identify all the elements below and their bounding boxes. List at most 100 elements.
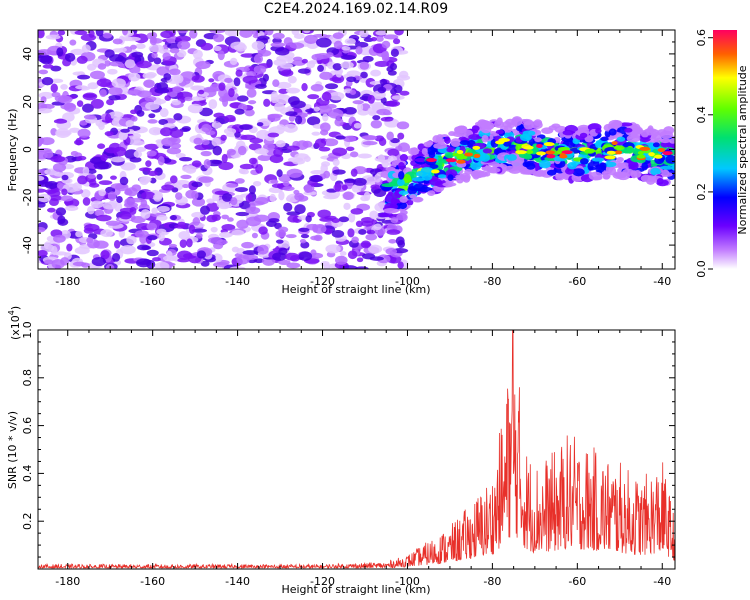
spectrogram-blob	[240, 134, 256, 141]
spectrogram-blob	[242, 254, 259, 260]
top-y-tick-label: 20	[21, 95, 34, 109]
spectrogram-blob	[57, 30, 66, 36]
spectrogram-blob	[427, 190, 436, 196]
spectrogram-blob	[372, 115, 381, 121]
spectrogram-blob	[80, 33, 97, 42]
spectrogram-blob	[246, 88, 257, 98]
spectrogram-blob	[38, 30, 45, 39]
spectrogram-blob	[446, 146, 455, 153]
spectrogram-blob	[79, 120, 88, 126]
spectrogram-blob	[82, 92, 98, 101]
spectrogram-blob	[181, 126, 191, 132]
bottom-x-axis-label: Height of straight line (km)	[281, 583, 430, 596]
spectrogram-blob	[413, 183, 425, 192]
spectrogram-peak	[606, 150, 616, 155]
spectrogram-blob	[286, 211, 301, 216]
spectrogram-blob	[299, 238, 307, 244]
spectrogram-blob	[211, 122, 223, 129]
spectrogram-blob	[410, 147, 419, 156]
spectrogram-blob	[51, 258, 65, 269]
spectrogram-blob	[464, 168, 473, 175]
spectrogram-blob	[285, 234, 297, 239]
spectrogram-blob	[346, 76, 357, 83]
spectrogram-blob	[129, 197, 145, 203]
spectrogram-blob	[659, 130, 674, 140]
spectrogram-blob	[38, 175, 45, 181]
spectrogram-peak	[546, 154, 556, 159]
spectrogram-blob	[80, 262, 90, 268]
spectrogram-blob	[61, 174, 69, 181]
spectrogram-blob	[95, 214, 112, 222]
chart-title: C2E4.2024.169.02.14.R09	[263, 1, 449, 17]
spectrogram-blob	[321, 161, 331, 167]
spectrogram-blob	[471, 125, 480, 132]
spectrogram-blob	[306, 60, 316, 69]
spectrogram-blob	[97, 143, 106, 149]
spectrogram-blob	[360, 103, 371, 111]
bot-y-tick-label: 0.8	[21, 369, 34, 387]
spectrogram-blob	[84, 223, 100, 232]
spectrogram-blob	[82, 166, 90, 175]
spectrogram-blob	[236, 95, 249, 102]
spectrogram-blob	[70, 48, 85, 56]
spectrogram-blob	[325, 244, 341, 254]
spectrogram-blob	[291, 30, 300, 36]
spectrogram-blob	[340, 61, 354, 69]
spectrogram-blob	[379, 212, 394, 218]
spectrogram-blob	[76, 100, 84, 107]
spectrogram-blob	[210, 226, 218, 233]
spectrogram-blob	[131, 51, 144, 58]
spectrogram-blob	[136, 109, 145, 117]
spectrogram-blob	[534, 137, 542, 143]
spectrogram-blob	[119, 212, 132, 220]
spectrogram-blob	[191, 228, 208, 233]
spectrogram-blob	[355, 220, 364, 228]
spectrogram-blob	[254, 196, 270, 205]
spectrogram-blob	[362, 141, 378, 146]
spectrogram-blob	[322, 113, 329, 122]
spectrogram-blob	[40, 243, 55, 253]
spectrogram-blob	[267, 132, 280, 138]
spectrogram-blob	[332, 63, 342, 71]
spectrogram-blob	[77, 175, 88, 185]
spectrogram-blob	[112, 38, 123, 45]
spectrogram-blob	[301, 58, 308, 64]
spectrogram-blob	[444, 136, 451, 145]
spectrogram-blob	[288, 114, 296, 122]
spectrogram-blob	[397, 178, 405, 187]
spectrogram-blob	[314, 138, 327, 148]
spectrogram-blob	[661, 169, 670, 176]
spectrogram-blob	[248, 185, 256, 195]
spectrogram-blob	[398, 202, 408, 210]
spectrogram-blob	[616, 157, 624, 163]
spectrogram-blob	[377, 154, 386, 162]
spectrogram-blob	[70, 151, 79, 157]
spectrogram-blob	[374, 173, 382, 183]
spectrogram-blob	[283, 202, 293, 212]
spectrogram-blob	[386, 131, 394, 141]
spectrogram-blob	[398, 170, 405, 180]
spectrogram-blob	[383, 207, 398, 214]
spectrogram-blob	[269, 193, 276, 203]
colorbar-tick-label: 0.6	[695, 29, 708, 47]
spectrogram-blob	[602, 174, 611, 180]
spectrogram-blob	[395, 236, 405, 246]
spectrogram-blob	[327, 108, 344, 119]
spectrogram-peak	[614, 150, 623, 155]
spectrogram-blob	[613, 145, 625, 151]
spectrogram-blob	[108, 61, 124, 67]
spectrogram-blob	[482, 148, 493, 154]
top-y-axis-label: Frequency (Hz)	[6, 109, 19, 192]
spectrogram-peak	[648, 152, 655, 157]
spectrogram-blob	[104, 131, 114, 137]
spectrogram-blob	[316, 105, 333, 115]
spectrogram-blob	[170, 215, 177, 221]
spectrogram-blob	[242, 75, 258, 84]
spectrogram-blob	[397, 142, 411, 153]
spectrogram-blob	[47, 207, 56, 213]
spectrogram-blob	[201, 124, 212, 133]
spectrogram-blob	[189, 30, 198, 39]
bot-x-tick-label: -80	[483, 575, 501, 588]
spectrogram-blob	[124, 36, 141, 42]
spectrogram-blob	[323, 170, 331, 179]
